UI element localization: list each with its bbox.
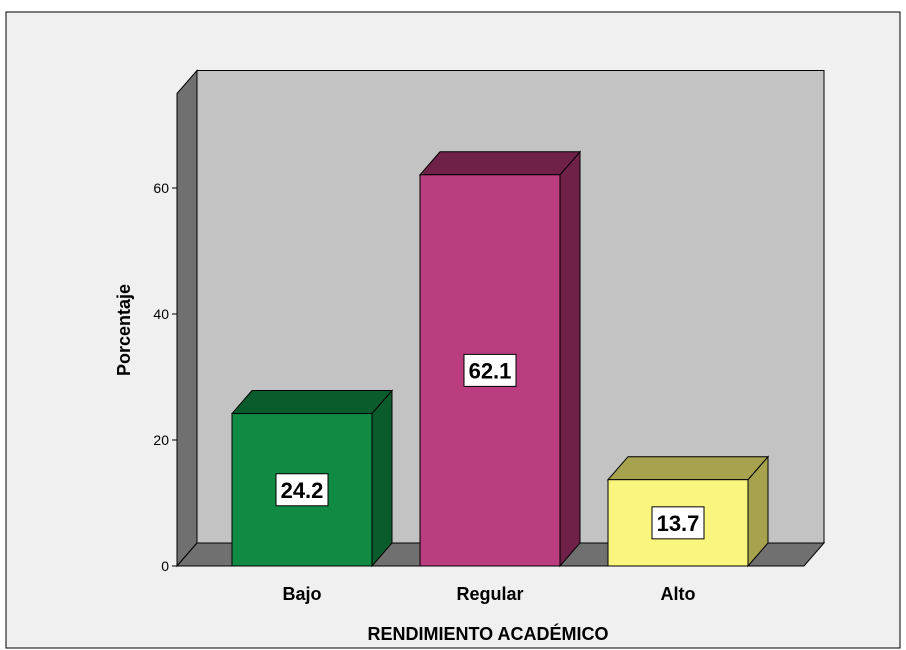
bar-side-face xyxy=(559,150,581,568)
bar-bajo: 24.2 Bajo xyxy=(230,389,394,604)
y-tick-label: 60 xyxy=(153,180,169,196)
data-label: 62.1 xyxy=(469,358,512,383)
bar-top-face xyxy=(230,390,394,415)
x-tick-label: Alto xyxy=(661,584,696,604)
data-label: 24.2 xyxy=(281,478,324,503)
y-axis-label: Porcentaje xyxy=(114,284,134,376)
bar-side-face xyxy=(371,389,393,568)
side-wall xyxy=(176,69,198,568)
y-axis: 0 20 40 60 xyxy=(153,93,178,574)
bar-top-face xyxy=(418,151,582,176)
y-tick-label: 0 xyxy=(161,558,169,574)
data-label-box xyxy=(651,506,705,540)
bar-alto: 13.7 Alto xyxy=(606,455,770,604)
x-tick-label: Bajo xyxy=(282,584,321,604)
y-tick-label: 20 xyxy=(153,432,169,448)
bars-group: 24.2 Bajo 62.1 Regular 13.7 Alto xyxy=(230,150,770,604)
x-axis-label: RENDIMIENTO ACADÉMICO xyxy=(367,623,608,644)
data-label-box xyxy=(463,353,517,387)
y-tick-label: 40 xyxy=(153,306,169,322)
x-tick-label: Regular xyxy=(456,584,523,604)
data-label-box xyxy=(275,473,329,507)
data-label: 13.7 xyxy=(657,511,700,536)
bar-top-face xyxy=(606,456,770,481)
bar-regular: 62.1 Regular xyxy=(418,150,582,604)
